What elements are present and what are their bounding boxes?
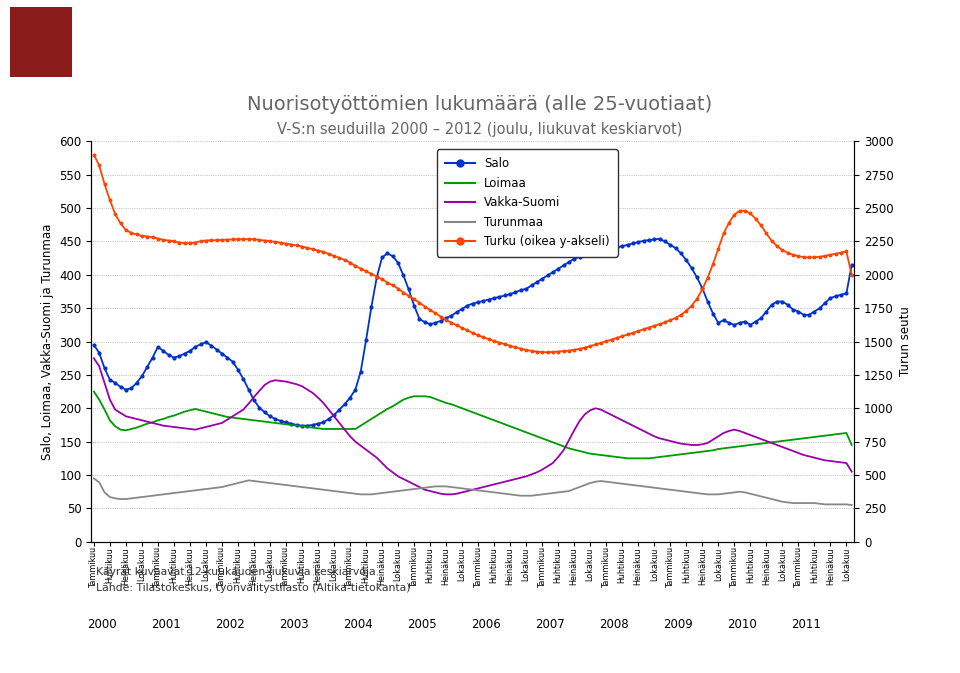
Y-axis label: Turun seutu: Turun seutu [900, 307, 912, 376]
Text: 2010: 2010 [728, 618, 757, 631]
Text: Lähde: Tilastokeskus, työnvälitystilasto (Altika-tietokanta): Lähde: Tilastokeskus, työnvälitystilasto… [96, 583, 411, 594]
Text: 2001: 2001 [151, 618, 180, 631]
Text: 2003: 2003 [279, 618, 309, 631]
Text: V-S:n seuduilla 2000 – 2012 (joulu, liukuvat keskiarvot): V-S:n seuduilla 2000 – 2012 (joulu, liuk… [277, 122, 683, 137]
Text: 2009: 2009 [663, 618, 693, 631]
Text: 2005: 2005 [407, 618, 437, 631]
Text: 2008: 2008 [599, 618, 629, 631]
Y-axis label: Salo, Loimaa, Vakka-Suomi ja Turunmaa: Salo, Loimaa, Vakka-Suomi ja Turunmaa [40, 223, 54, 460]
FancyBboxPatch shape [10, 7, 72, 77]
Text: 2007: 2007 [536, 618, 565, 631]
Text: Käyrät kuvaavat 12 kuukauden liukuvia keskiarvoja: Käyrät kuvaavat 12 kuukauden liukuvia ke… [96, 567, 375, 577]
Text: 2000: 2000 [87, 618, 117, 631]
Text: 2002: 2002 [215, 618, 245, 631]
Text: 2006: 2006 [471, 618, 501, 631]
Text: Nuorisotyöttömien lukumäärä (alle 25-vuotiaat): Nuorisotyöttömien lukumäärä (alle 25-vuo… [248, 95, 712, 114]
Text: Egentliga Finlands förbund: Egentliga Finlands förbund [86, 42, 207, 50]
Text: 2004: 2004 [343, 618, 372, 631]
Text: Varsinais-Suomen liitto: Varsinais-Suomen liitto [86, 19, 224, 28]
Legend: Salo, Loimaa, Vakka-Suomi, Turunmaa, Turku (oikea y-akseli): Salo, Loimaa, Vakka-Suomi, Turunmaa, Tur… [437, 149, 618, 256]
Text: Regional Council of Southwest Finland: Regional Council of Southwest Finland [86, 63, 247, 72]
Text: 2011: 2011 [791, 618, 822, 631]
